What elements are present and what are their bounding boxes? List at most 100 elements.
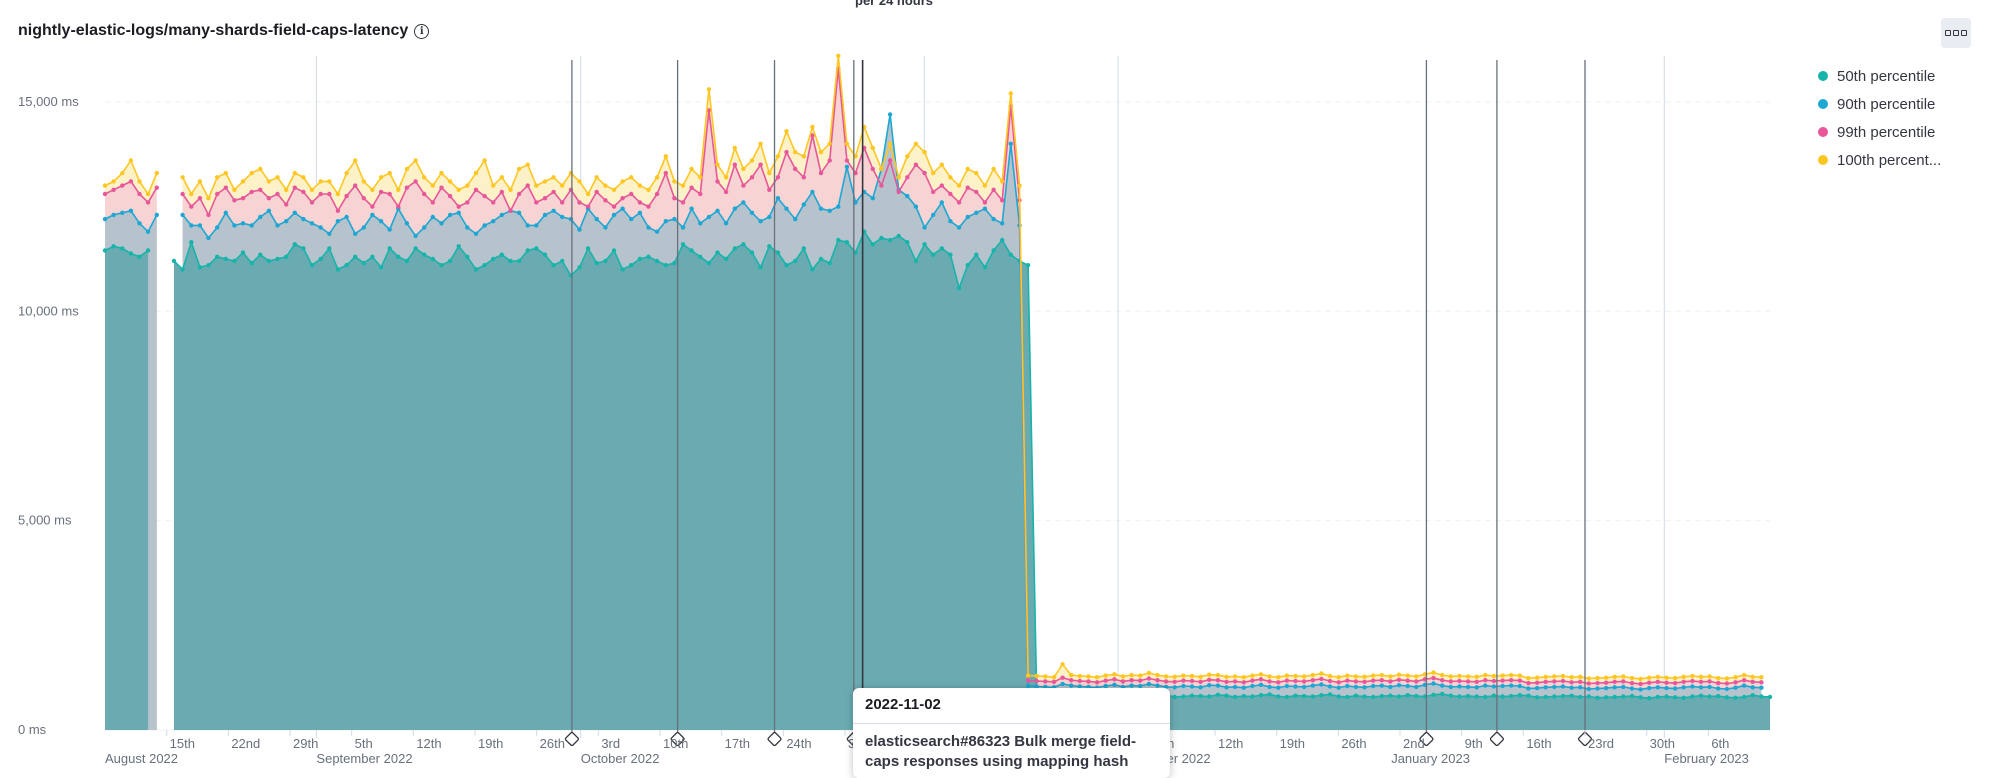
series-point xyxy=(1388,679,1393,684)
series-point xyxy=(948,252,953,257)
series-point xyxy=(499,175,504,180)
x-tick-label: 30th xyxy=(1650,736,1675,751)
series-point xyxy=(1681,695,1686,700)
series-point xyxy=(1629,693,1635,699)
series-point xyxy=(378,219,384,224)
series-area xyxy=(105,246,149,731)
series-point xyxy=(905,175,910,180)
series-point xyxy=(1086,679,1091,684)
series-point xyxy=(1120,679,1126,684)
series-point xyxy=(723,175,729,180)
series-point xyxy=(732,246,737,251)
x-month-label: August 2022 xyxy=(105,751,178,766)
series-point xyxy=(870,166,875,172)
series-point xyxy=(1500,673,1505,678)
series-point xyxy=(680,225,686,230)
series-point xyxy=(128,179,134,184)
series-point xyxy=(1526,686,1531,691)
series-point xyxy=(1595,680,1600,686)
panel-options-button[interactable] xyxy=(1941,18,1971,48)
series-point xyxy=(1569,675,1574,680)
series-point xyxy=(706,260,712,266)
series-point xyxy=(301,189,306,195)
series-point xyxy=(180,212,185,218)
series-point xyxy=(577,227,582,232)
series-point xyxy=(180,175,185,180)
legend-item-p50[interactable]: 50th percentile xyxy=(1818,62,1988,90)
series-point xyxy=(249,189,254,195)
series-point xyxy=(396,187,401,192)
series-point xyxy=(1655,674,1661,679)
series-point xyxy=(1552,684,1557,690)
series-point xyxy=(1388,674,1393,679)
series-point xyxy=(1172,674,1177,679)
series-point xyxy=(1526,693,1531,698)
series-point xyxy=(1000,237,1005,243)
series-point xyxy=(1448,674,1454,679)
series-point xyxy=(258,214,263,220)
series-point xyxy=(422,175,427,180)
series-point xyxy=(370,187,375,192)
series-point xyxy=(1155,683,1160,688)
series-point xyxy=(1724,686,1730,692)
series-point xyxy=(793,216,798,222)
series-point xyxy=(404,221,410,226)
series-point xyxy=(482,263,487,268)
series-point xyxy=(1129,683,1134,688)
series-point xyxy=(1232,684,1238,690)
series-point xyxy=(663,219,668,224)
series-point xyxy=(1276,685,1281,690)
info-icon[interactable]: i xyxy=(414,23,430,39)
series-point xyxy=(1672,675,1678,681)
series-point xyxy=(465,183,470,188)
x-tick-label: 26th xyxy=(1341,736,1366,751)
series-point xyxy=(1698,693,1704,698)
series-point xyxy=(1586,676,1592,681)
series-point xyxy=(111,187,116,192)
series-point xyxy=(1741,683,1747,688)
series-point xyxy=(1008,252,1013,257)
series-point xyxy=(1069,683,1074,688)
series-point xyxy=(508,187,513,192)
series-point xyxy=(1431,692,1436,697)
series-point xyxy=(1310,678,1316,683)
series-point xyxy=(145,229,151,234)
series-point xyxy=(154,170,159,176)
series-point xyxy=(1655,685,1661,690)
series-point xyxy=(844,240,850,245)
series-point xyxy=(1405,683,1410,689)
series-point xyxy=(1129,672,1134,678)
legend-item-p100[interactable]: 100th percent... xyxy=(1818,146,1988,174)
series-point xyxy=(672,179,677,184)
series-point xyxy=(1474,674,1479,679)
series-point xyxy=(1543,685,1548,690)
series-point xyxy=(672,260,677,266)
series-point xyxy=(137,254,142,259)
series-point xyxy=(577,200,582,205)
series-point xyxy=(482,223,487,228)
series-point xyxy=(1017,183,1022,188)
series-point xyxy=(1655,694,1661,700)
series-point xyxy=(1690,694,1695,699)
series-point xyxy=(525,162,530,167)
series-point xyxy=(309,200,315,205)
series-point xyxy=(1215,683,1221,688)
series-point xyxy=(913,141,919,146)
series-point xyxy=(1172,694,1177,700)
series-point xyxy=(870,196,875,201)
series-point xyxy=(956,286,962,291)
series-area xyxy=(174,231,1770,730)
series-point xyxy=(1025,673,1031,678)
series-point xyxy=(715,179,720,184)
series-point xyxy=(1379,672,1385,678)
series-point xyxy=(465,225,470,230)
series-point xyxy=(784,206,789,211)
series-point xyxy=(404,166,410,172)
legend-item-p90[interactable]: 90th percentile xyxy=(1818,90,1988,118)
series-point xyxy=(1672,686,1678,691)
legend-item-p99[interactable]: 99th percentile xyxy=(1818,118,1988,146)
series-point xyxy=(1043,679,1048,684)
series-point xyxy=(353,254,358,259)
series-point xyxy=(956,183,962,188)
series-point xyxy=(801,246,806,251)
